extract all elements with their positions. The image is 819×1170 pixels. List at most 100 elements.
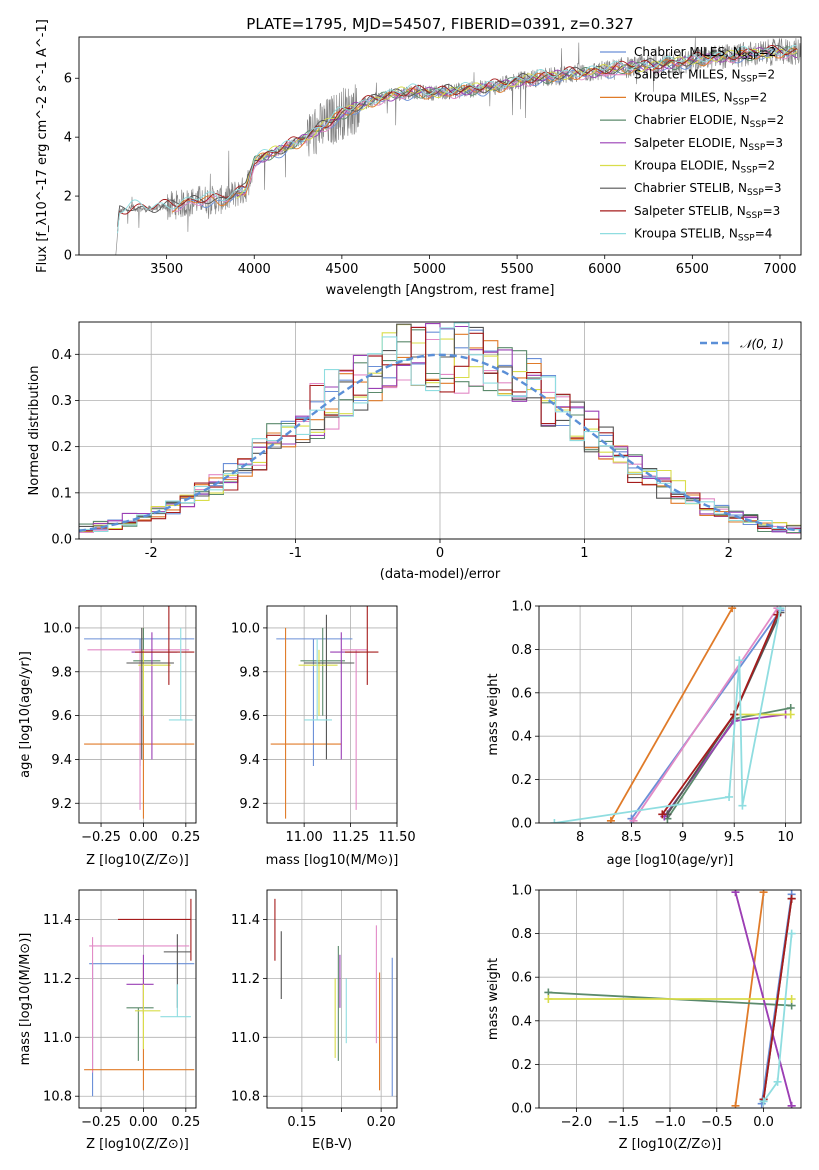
y-tick-label: 1.0 <box>511 600 532 615</box>
legend-label-main: Chabrier STELIB, N <box>634 181 747 195</box>
mass-weight-marker-salpeter-elodie <box>787 1101 796 1108</box>
y-tick-label: 2 <box>64 190 72 205</box>
x-tick-label: 6500 <box>676 262 709 277</box>
mass-weight-marker-kroupa-stelib <box>725 792 734 801</box>
mass-weight-line-kroupa-miles <box>610 607 733 822</box>
x-tick-label: 7000 <box>763 262 796 277</box>
legend-label-main: Kroupa STELIB, N <box>634 227 738 241</box>
x-tick-label: 5000 <box>413 262 446 277</box>
legend-label-suffix: =3 <box>764 181 782 195</box>
axes-frame <box>266 889 398 1109</box>
mass-weight-marker-kroupa-stelib <box>735 656 744 665</box>
x-tick-label: 10 <box>777 830 794 845</box>
y-axis-label: age [log10(age/yr)] <box>18 651 33 778</box>
x-tick-label: 3500 <box>150 262 183 277</box>
y-tick-label: 9.6 <box>51 709 72 724</box>
y-tick-label: 10.0 <box>231 621 260 636</box>
x-tick-label: -2 <box>145 546 158 561</box>
mass-weight-marker-kroupa-stelib <box>776 606 785 613</box>
y-tick-label: 4 <box>64 131 72 146</box>
x-tick-label: 11.25 <box>332 830 369 845</box>
x-tick-label: −2.0 <box>561 1115 593 1130</box>
legend-label-kroupa-miles: Kroupa MILES, NSSP=2 <box>634 90 767 107</box>
y-tick-label: 11.4 <box>43 913 72 928</box>
x-tick-label: 9.5 <box>724 830 745 845</box>
legend-label-main: Salpeter STELIB, N <box>634 204 746 218</box>
legend-label-subscript: SSP <box>750 120 767 130</box>
legend-label-subscript: SSP <box>747 188 764 198</box>
x-tick-label: 0.20 <box>367 1115 396 1130</box>
x-tick-label: 0.15 <box>287 1115 316 1130</box>
y-tick-label: 9.8 <box>51 665 72 680</box>
mass-weight-line-salpeter-stelib <box>762 898 793 1100</box>
y-tick-label: 0.6 <box>511 971 532 986</box>
mass-weight-marker-salpeter-stelib <box>787 894 796 903</box>
mass-weight-marker-salpeter-miles <box>629 816 638 823</box>
mass-weight-marker-kroupa-stelib <box>738 801 747 810</box>
legend-label-suffix: =2 <box>757 159 775 173</box>
y-tick-label: 9.4 <box>51 753 72 768</box>
normal-curve <box>79 353 801 533</box>
legend-label-subscript: SSP <box>746 211 763 221</box>
y-axis-label: Normed distribution <box>27 366 42 496</box>
plot-area-mass-vs-ebv <box>274 898 393 1097</box>
x-axis-label: Z [log10(Z/Z⊙)] <box>86 853 189 868</box>
mass-weight-marker-kroupa-elodie <box>786 710 795 719</box>
panel-age-vs-mass: 11.00 11.25 11.50 9.2 9.4 9.6 9.8 10.0 mass [log… <box>231 605 416 868</box>
x-tick-label: −1.0 <box>654 1115 686 1130</box>
panel-massweight-vs-Z: −2.0 −1.5 −1.0 −0.5 0.0 0.0 0.2 0.4 0.6 0.8 1.0 Z [… <box>486 884 802 1152</box>
legend-label-subscript: SSP <box>748 143 765 153</box>
y-tick-label: 10.8 <box>231 1090 260 1105</box>
y-tick-label: 0.1 <box>51 486 72 501</box>
x-tick-label: 11.50 <box>378 830 415 845</box>
y-tick-label: 0 <box>64 249 72 264</box>
y-tick-label: 0.8 <box>511 927 532 942</box>
plot-area-age-vs-mass <box>270 606 379 819</box>
x-tick-label: −0.25 <box>81 830 121 845</box>
legend-label-salpeter-stelib: Salpeter STELIB, NSSP=3 <box>634 204 780 221</box>
mass-weight-marker-kroupa-elodie <box>787 995 796 1003</box>
legend-label-main: Chabrier ELODIE, N <box>634 113 750 127</box>
x-axis-label: age [log10(age/yr)] <box>607 853 734 868</box>
x-tick-label: 5500 <box>501 262 534 277</box>
x-tick-label: 6000 <box>588 262 621 277</box>
y-tick-label: 9.8 <box>239 665 260 680</box>
x-axis-label: E(B-V) <box>312 1137 352 1152</box>
mass-weight-marker-salpeter-stelib <box>658 810 667 819</box>
mass-weight-marker-kroupa-miles <box>606 816 615 823</box>
x-tick-label: 8.5 <box>621 830 642 845</box>
legend-label-suffix: =2 <box>766 113 784 127</box>
legend-label-main: Kroupa ELODIE, N <box>634 159 741 173</box>
y-axis-label: mass [log10(M/M⊙)] <box>18 933 33 1066</box>
y-tick-label: 10.0 <box>43 621 72 636</box>
legend-label-kroupa-stelib: Kroupa STELIB, NSSP=4 <box>634 227 772 244</box>
x-tick-label: 0 <box>436 546 444 561</box>
axes-frame <box>266 605 398 824</box>
x-tick-label: 0.25 <box>171 830 200 845</box>
plot-area-mass-vs-Z <box>84 898 195 1097</box>
model-line-chabrier-stelib <box>117 45 798 227</box>
histogram-legend: 𝒩(0, 1) <box>700 337 784 351</box>
y-tick-label: 11.0 <box>231 1031 260 1046</box>
legend-label-subscript: SSP <box>742 52 759 62</box>
y-tick-label: 0.8 <box>511 643 532 658</box>
legend-label-main: Salpeter ELODIE, N <box>634 136 748 150</box>
y-tick-label: 11.2 <box>43 972 72 987</box>
y-tick-label: 0.3 <box>51 394 72 409</box>
y-tick-label: 0.4 <box>511 730 532 745</box>
legend-label-kroupa-elodie: Kroupa ELODIE, NSSP=2 <box>634 159 775 176</box>
y-tick-label: 9.6 <box>239 709 260 724</box>
y-tick-label: 11.4 <box>231 913 260 928</box>
axes-frame <box>78 889 197 1109</box>
x-tick-label: −0.25 <box>81 1115 121 1130</box>
mass-weight-marker-salpeter-elodie <box>731 890 740 897</box>
y-tick-label: 9.2 <box>239 797 260 812</box>
x-tick-label: -1 <box>289 546 302 561</box>
y-tick-label: 9.2 <box>51 797 72 812</box>
axes-frame <box>538 889 802 1109</box>
plot-area-spectrum <box>115 37 801 255</box>
y-axis-label: mass weight <box>486 958 501 1040</box>
legend-label-suffix: =2 <box>759 45 777 59</box>
x-tick-label: 0.25 <box>171 1115 200 1130</box>
